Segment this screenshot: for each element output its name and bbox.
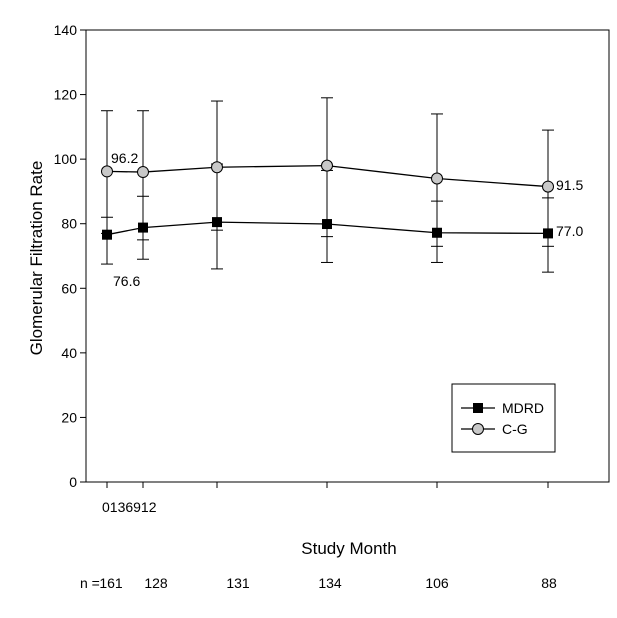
- markers-c-g: [101, 159, 554, 193]
- y-tick-label: 40: [61, 345, 77, 361]
- y-tick-label: 0: [69, 474, 77, 490]
- y-tick-label: 100: [54, 151, 78, 167]
- data-point-square: [212, 217, 222, 228]
- data-point-square: [543, 228, 553, 239]
- annotation-cg-end: 91.5: [556, 177, 583, 193]
- series-line-c-g: [106, 164, 549, 188]
- y-axis-label: Glomerular Filtration Rate: [27, 161, 46, 356]
- y-tick-label: 60: [61, 280, 77, 296]
- n-value: 161: [99, 575, 123, 591]
- x-axis-label: Study Month: [301, 539, 396, 558]
- plot-area: [85, 29, 610, 483]
- y-tick-label: 80: [61, 216, 77, 232]
- n-label: n =: [80, 575, 100, 591]
- annotations: 96.2 76.6 91.5 77.0: [111, 150, 583, 289]
- y-tick-label: 140: [54, 22, 78, 38]
- legend-box: [451, 383, 556, 453]
- legend-cg-marker: [472, 423, 484, 435]
- data-point-circle: [321, 159, 333, 172]
- n-value: 134: [318, 575, 342, 591]
- data-point-circle: [211, 161, 223, 174]
- plot-frame: [85, 29, 610, 483]
- series-line-mdrd: [106, 221, 549, 236]
- data-point-circle: [542, 180, 554, 193]
- markers-mdrd: [102, 217, 553, 240]
- legend-cg-label: C-G: [502, 421, 528, 437]
- y-axis: 0 20 40 60 80 100 120 140: [54, 22, 86, 490]
- n-value: 128: [144, 575, 168, 591]
- data-point-square: [432, 227, 442, 238]
- annotation-cg-start: 96.2: [111, 150, 138, 166]
- data-point-square: [322, 219, 332, 230]
- y-tick-label: 20: [61, 409, 77, 425]
- n-value: 131: [226, 575, 250, 591]
- annotation-mdrd-end: 77.0: [556, 223, 583, 239]
- data-point-circle: [137, 166, 149, 179]
- legend-mdrd-marker: [473, 403, 483, 413]
- sample-size-row: n = 161 128 131 134 106 88: [80, 575, 557, 591]
- n-value: 88: [541, 575, 557, 591]
- legend: MDRD C-G: [451, 383, 556, 453]
- legend-mdrd-label: MDRD: [502, 400, 544, 416]
- data-point-circle: [431, 172, 443, 185]
- data-point-square: [102, 229, 112, 240]
- series-layer: [101, 97, 554, 273]
- annotation-mdrd-start: 76.6: [113, 273, 140, 289]
- x-axis: [106, 482, 549, 488]
- n-value: 106: [425, 575, 449, 591]
- data-point-circle: [101, 165, 113, 178]
- y-tick-label: 120: [54, 87, 78, 103]
- data-point-square: [138, 222, 148, 233]
- x-tick-label: 0136912: [102, 499, 157, 515]
